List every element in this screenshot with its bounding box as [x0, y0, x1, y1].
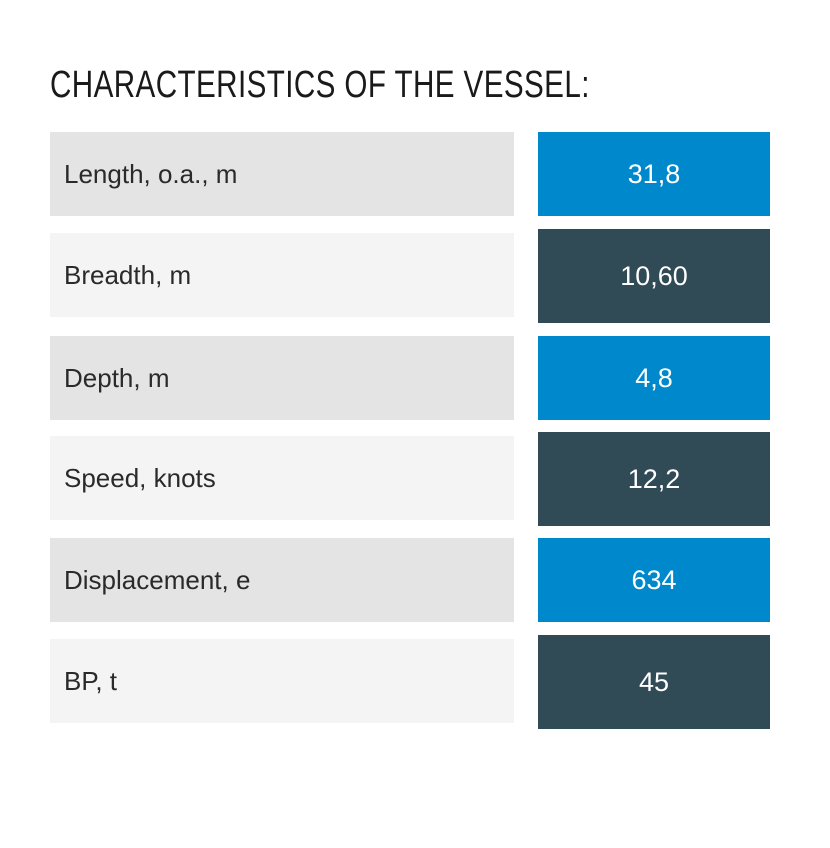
row-value: 45	[538, 635, 770, 729]
page-title: CHARACTERISTICS OF THE VESSEL:	[50, 64, 590, 106]
row-label: Breadth, m	[50, 233, 514, 317]
row-value: 634	[538, 538, 770, 622]
row-value: 10,60	[538, 229, 770, 323]
row-label: Depth, m	[50, 336, 514, 420]
row-value: 4,8	[538, 336, 770, 420]
row-label: Displacement, e	[50, 538, 514, 622]
row-label: Length, o.a., m	[50, 132, 514, 216]
row-value: 31,8	[538, 132, 770, 216]
row-label: BP, t	[50, 639, 514, 723]
row-value: 12,2	[538, 432, 770, 526]
row-label: Speed, knots	[50, 436, 514, 520]
